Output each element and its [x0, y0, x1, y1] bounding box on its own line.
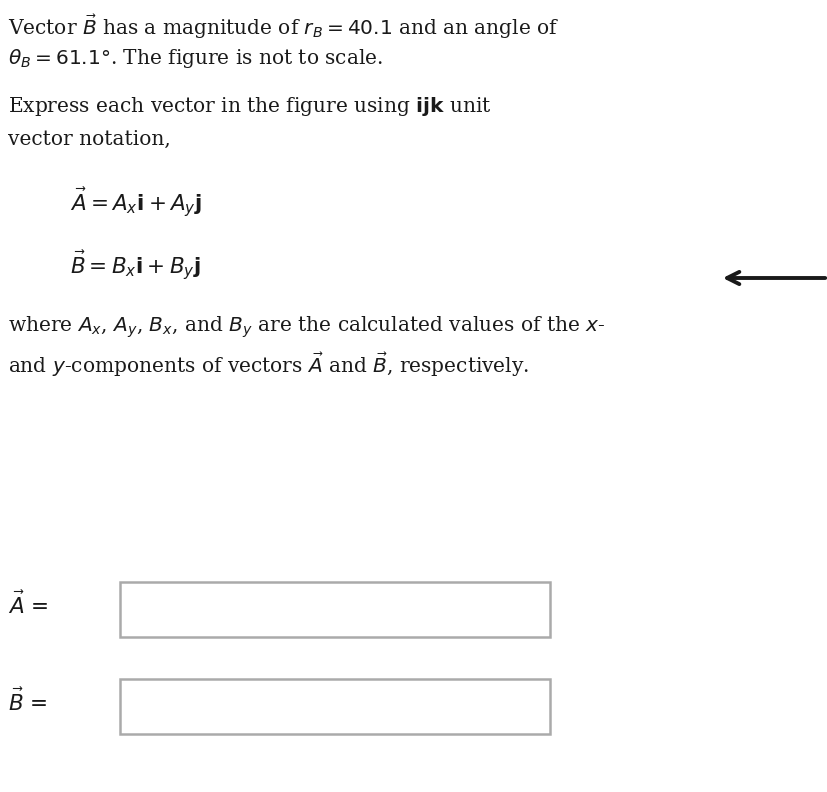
FancyBboxPatch shape: [120, 679, 549, 734]
Text: vector notation,: vector notation,: [8, 130, 170, 149]
FancyBboxPatch shape: [120, 582, 549, 637]
Text: Vector $\vec{B}$ has a magnitude of $r_B = 40.1$ and an angle of: Vector $\vec{B}$ has a magnitude of $r_B…: [8, 12, 559, 40]
Text: $\vec{B}$ =: $\vec{B}$ =: [8, 688, 47, 715]
Text: Express each vector in the figure using $\mathbf{ijk}$ unit: Express each vector in the figure using …: [8, 95, 491, 118]
Text: $\theta_B = 61.1°$. The figure is not to scale.: $\theta_B = 61.1°$. The figure is not to…: [8, 47, 383, 70]
Text: where $A_x$, $A_y$, $B_x$, and $B_y$ are the calculated values of the $x$-: where $A_x$, $A_y$, $B_x$, and $B_y$ are…: [8, 315, 605, 341]
Text: $\vec{A}$ =: $\vec{A}$ =: [8, 592, 48, 619]
Text: $\vec{A} = A_x\mathbf{i} + A_y\mathbf{j}$: $\vec{A} = A_x\mathbf{i} + A_y\mathbf{j}…: [70, 185, 202, 219]
Text: and $y$-components of vectors $\vec{A}$ and $\vec{B}$, respectively.: and $y$-components of vectors $\vec{A}$ …: [8, 350, 528, 379]
Text: $\vec{B} = B_x\mathbf{i} + B_y\mathbf{j}$: $\vec{B} = B_x\mathbf{i} + B_y\mathbf{j}…: [70, 248, 201, 282]
